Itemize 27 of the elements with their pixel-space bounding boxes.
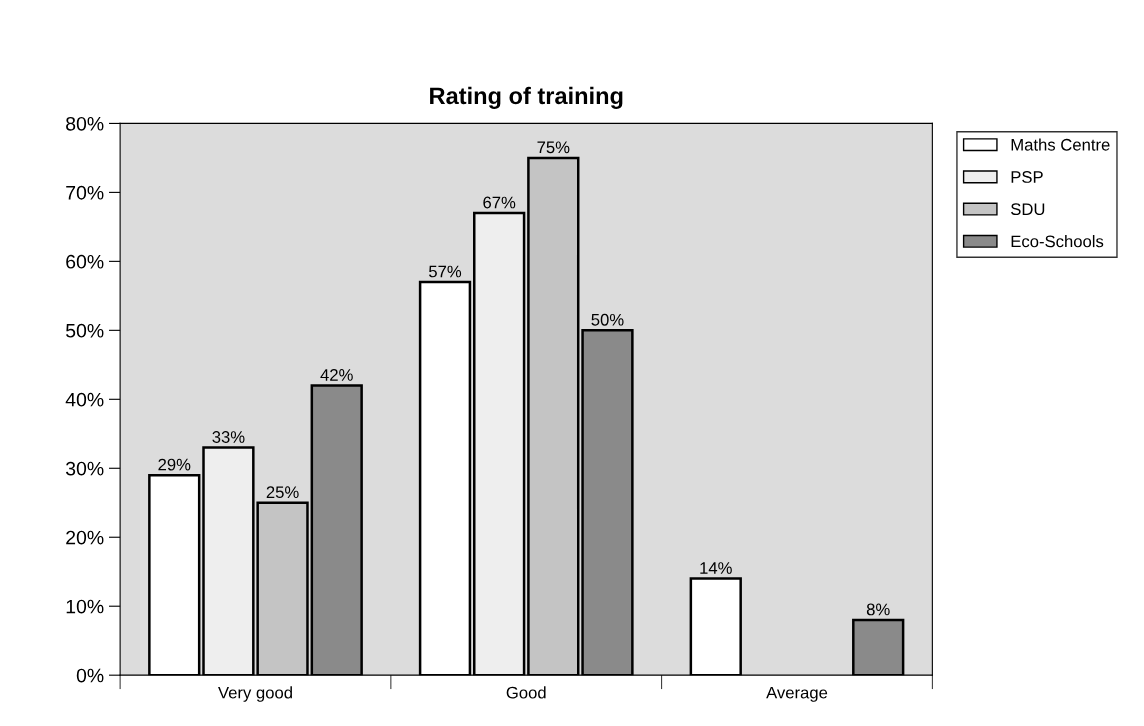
y-tick-label: 70%: [66, 185, 104, 200]
y-tick-label: 0%: [76, 668, 104, 683]
y-tick-label: 50%: [66, 323, 104, 338]
y-tick-label: 60%: [66, 254, 104, 269]
data-label: 8%: [866, 603, 890, 616]
x-tick-label: Very good: [218, 686, 292, 702]
data-label: 67%: [483, 196, 516, 209]
data-label: 14%: [700, 562, 732, 574]
legend-label: SDU: [1011, 203, 1045, 216]
data-label: 50%: [591, 313, 624, 326]
data-label: 29%: [158, 458, 191, 471]
x-tick-label: Good: [506, 686, 546, 699]
y-tick-label: 20%: [66, 530, 104, 545]
data-label: 42%: [320, 369, 353, 381]
data-label: 57%: [429, 265, 462, 278]
y-tick-label: 10%: [66, 599, 104, 614]
x-tick-label: Average: [766, 686, 828, 702]
chart-title: Rating of training: [430, 86, 623, 109]
legend-label: Maths Centre: [1011, 138, 1110, 151]
y-tick-label: 40%: [65, 392, 104, 407]
legend-label: Eco-Schools: [1011, 235, 1104, 248]
data-label: 75%: [537, 141, 570, 154]
data-label: 25%: [266, 486, 299, 499]
y-tick-label: 80%: [66, 116, 104, 131]
y-tick-label: 30%: [65, 461, 104, 476]
legend-label: PSP: [1011, 171, 1043, 183]
data-label: 33%: [212, 431, 245, 443]
